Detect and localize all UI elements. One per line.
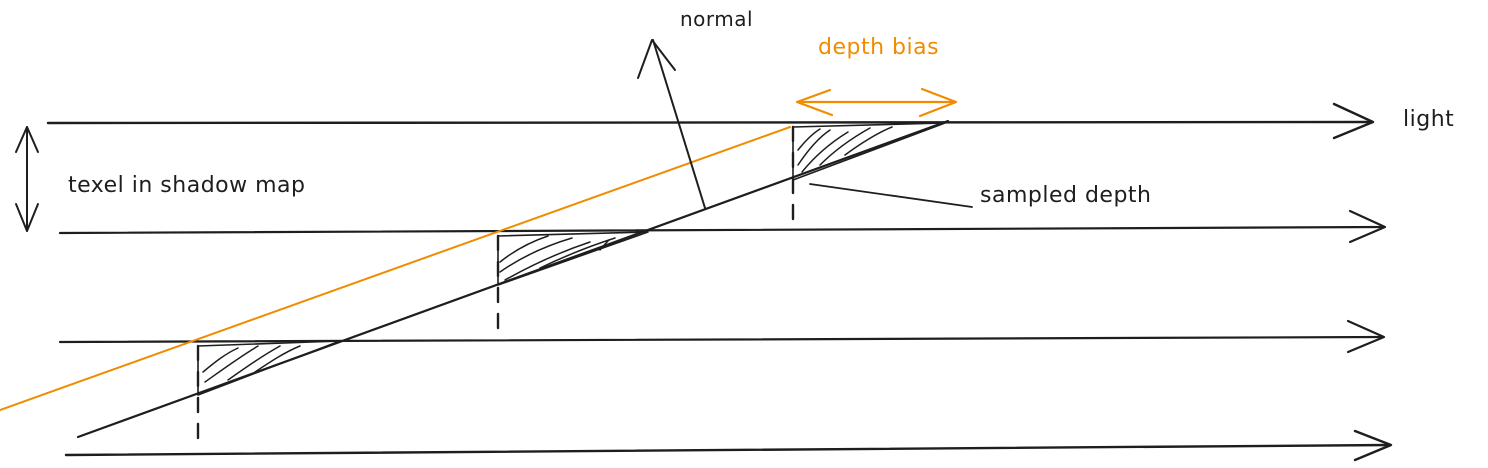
depth-bias-arrow [795, 87, 958, 118]
normal-label: normal [680, 7, 753, 31]
depth-bias-label: depth bias [818, 35, 939, 60]
sampled-depth-leader [809, 183, 973, 208]
hatch-region-1 [792, 122, 946, 181]
texel-height-arrow [15, 126, 39, 232]
hatch-region-3 [197, 340, 341, 396]
light-ray-2 [58, 209, 1387, 244]
biased-surface-line [0, 126, 791, 411]
light-ray-4 [64, 429, 1393, 462]
hatch-region-2 [497, 231, 649, 286]
light-ray-3 [58, 319, 1386, 354]
light-label: light [1403, 107, 1454, 132]
texel-label: texel in shadow map [68, 173, 305, 198]
light-rays [46, 102, 1393, 462]
normal-arrow [637, 39, 706, 209]
sample-lines [196, 125, 795, 452]
sampled-depth-label: sampled depth [980, 183, 1151, 208]
light-ray-1 [46, 102, 1375, 140]
